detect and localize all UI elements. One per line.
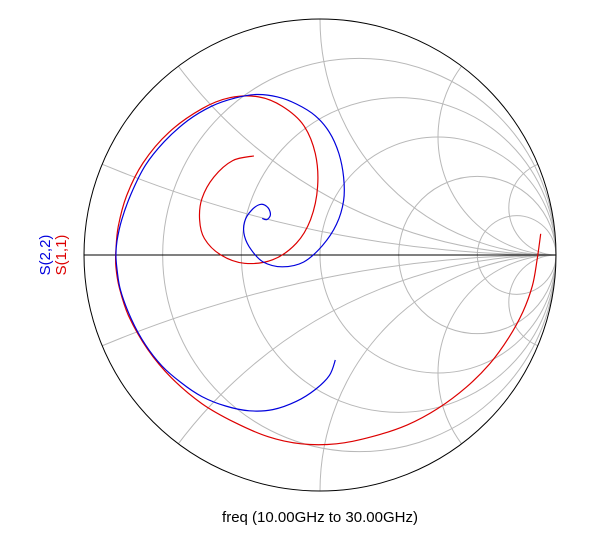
trace-layer — [114, 93, 542, 446]
unit-circle-boundary — [83, 18, 557, 492]
reactance-circle — [84, 254, 556, 491]
trace-s11 — [114, 95, 542, 446]
reactance-circle — [84, 19, 556, 256]
legend-s11: S(1,1) — [53, 235, 70, 276]
reactance-circle — [84, 19, 556, 256]
trace-s22 — [115, 93, 345, 412]
legend-s22: S(2,2) — [37, 235, 54, 276]
reactance-circle — [437, 254, 556, 491]
x-axis-label: freq (10.00GHz to 30.00GHz) — [222, 509, 418, 526]
reactance-circle — [437, 19, 556, 256]
reactance-circle — [84, 254, 556, 491]
